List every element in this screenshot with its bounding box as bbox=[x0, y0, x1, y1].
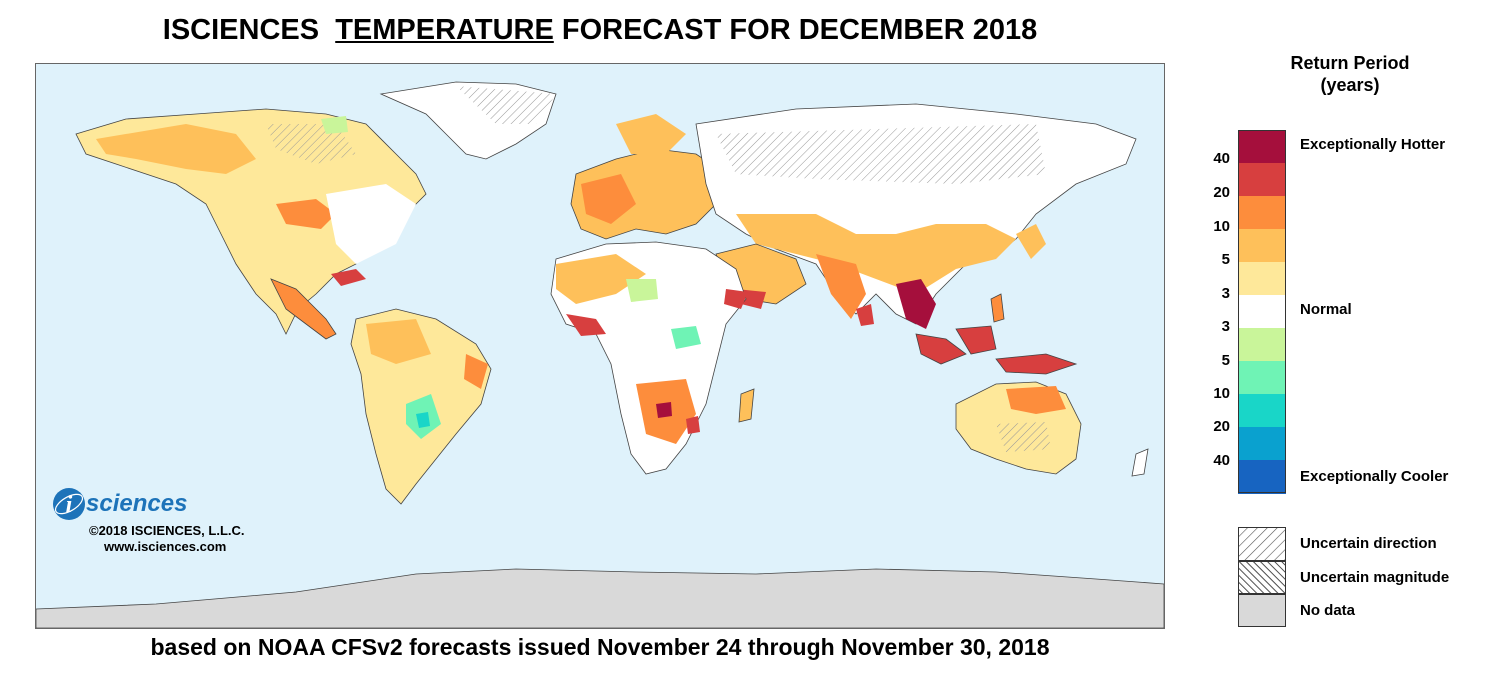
india-warm bbox=[816, 254, 866, 319]
legend-color-swatch bbox=[1238, 229, 1286, 263]
isciences-logo-icon: i bbox=[53, 488, 85, 520]
legend-tick: 3 bbox=[1221, 318, 1230, 335]
legend-tick: 40 bbox=[1213, 150, 1230, 167]
copyright-text: ©2018 ISCIENCES, L.L.C. bbox=[89, 523, 245, 538]
world-map bbox=[35, 63, 1165, 629]
logo-word: sciences bbox=[86, 490, 188, 517]
madagascar bbox=[738, 388, 755, 423]
south-america-cooler bbox=[416, 412, 430, 428]
western-europe-warm bbox=[581, 174, 636, 224]
legend-color-swatch bbox=[1238, 460, 1286, 494]
website-text: www.isciences.com bbox=[104, 539, 227, 554]
legend-color-swatch bbox=[1238, 328, 1286, 362]
canada-cool bbox=[321, 116, 348, 134]
borneo bbox=[955, 325, 997, 355]
legend-uncertain-magnitude: Uncertain magnitude bbox=[1300, 569, 1450, 586]
uncertain-magnitude-swatch bbox=[1238, 561, 1286, 594]
sumatra-borneo bbox=[915, 333, 967, 365]
scandinavia-warm bbox=[616, 114, 686, 154]
caribbean-warm bbox=[331, 269, 366, 286]
southern-africa-exceptional bbox=[656, 402, 672, 418]
brazil-east-warm bbox=[464, 354, 488, 389]
legend-tick: 10 bbox=[1213, 218, 1230, 235]
amazon-warm bbox=[366, 319, 431, 364]
legend-tick: 40 bbox=[1213, 452, 1230, 469]
west-africa-hot bbox=[566, 314, 606, 336]
north-australia-warm bbox=[1006, 386, 1066, 414]
japan-warm bbox=[1016, 224, 1046, 259]
new-guinea bbox=[995, 353, 1078, 375]
central-us-warm bbox=[276, 199, 336, 229]
eastern-us-normal bbox=[326, 184, 416, 264]
legend-label-cooler: Exceptionally Cooler bbox=[1300, 468, 1449, 485]
india-south-hot bbox=[856, 304, 874, 326]
legend-color-swatch bbox=[1238, 262, 1286, 296]
legend-tick: 10 bbox=[1213, 385, 1230, 402]
no-data-swatch bbox=[1238, 594, 1286, 627]
canada-hatch bbox=[266, 124, 356, 164]
central-america bbox=[270, 278, 337, 340]
antarctica bbox=[36, 568, 1164, 628]
south-asia-warm bbox=[736, 214, 1016, 294]
legend-title-line2: (years) bbox=[1320, 75, 1380, 95]
forecast-source-note: based on NOAA CFSv2 forecasts issued Nov… bbox=[150, 634, 1050, 660]
legend-no-data: No data bbox=[1300, 602, 1356, 619]
legend-tick: 3 bbox=[1221, 285, 1230, 302]
siberia-hatch bbox=[716, 124, 1046, 184]
legend-color-swatch bbox=[1238, 295, 1286, 329]
central-africa-cool bbox=[671, 326, 701, 349]
legend-tick: 5 bbox=[1221, 352, 1230, 369]
world-map-canvas bbox=[36, 64, 1164, 628]
australia-hatch bbox=[996, 422, 1051, 452]
southern-africa-hot bbox=[686, 416, 700, 434]
north-america bbox=[75, 108, 427, 335]
legend-color-swatch bbox=[1238, 427, 1286, 461]
horn-of-africa-hot bbox=[724, 289, 748, 309]
map-title: ISCIENCES TEMPERATURE FORECAST FOR DECEM… bbox=[35, 14, 1165, 47]
sahel-cool bbox=[626, 279, 658, 302]
title-pre: ISCIENCES bbox=[162, 14, 320, 46]
legend-tick: 5 bbox=[1221, 251, 1230, 268]
title-underlined: TEMPERATURE bbox=[335, 14, 554, 46]
legend-tick: 20 bbox=[1213, 418, 1230, 435]
legend-uncertain-direction: Uncertain direction bbox=[1300, 535, 1437, 552]
uncertain-direction-swatch bbox=[1238, 527, 1286, 561]
greenland-hatch bbox=[456, 86, 556, 124]
legend-title-line1: Return Period bbox=[1290, 53, 1410, 73]
legend-color-swatch bbox=[1238, 196, 1286, 230]
title-post: FORECAST FOR DECEMBER 2018 bbox=[561, 14, 1038, 46]
philippines bbox=[990, 293, 1005, 323]
indochina-exceptional bbox=[896, 279, 936, 329]
legend-color-swatch bbox=[1238, 394, 1286, 428]
alaska-warm bbox=[96, 124, 256, 174]
legend-color-swatch bbox=[1238, 130, 1286, 164]
logo-letter: i bbox=[66, 492, 73, 518]
legend-color-swatch bbox=[1238, 163, 1286, 197]
sahara-warm bbox=[556, 254, 646, 304]
legend-tick: 20 bbox=[1213, 184, 1230, 201]
legend-label-hotter: Exceptionally Hotter bbox=[1300, 136, 1446, 153]
legend-color-swatch bbox=[1238, 361, 1286, 395]
legend-title: Return Period (years) bbox=[1250, 52, 1450, 96]
legend-label-normal: Normal bbox=[1300, 301, 1352, 318]
new-zealand bbox=[1131, 448, 1149, 477]
